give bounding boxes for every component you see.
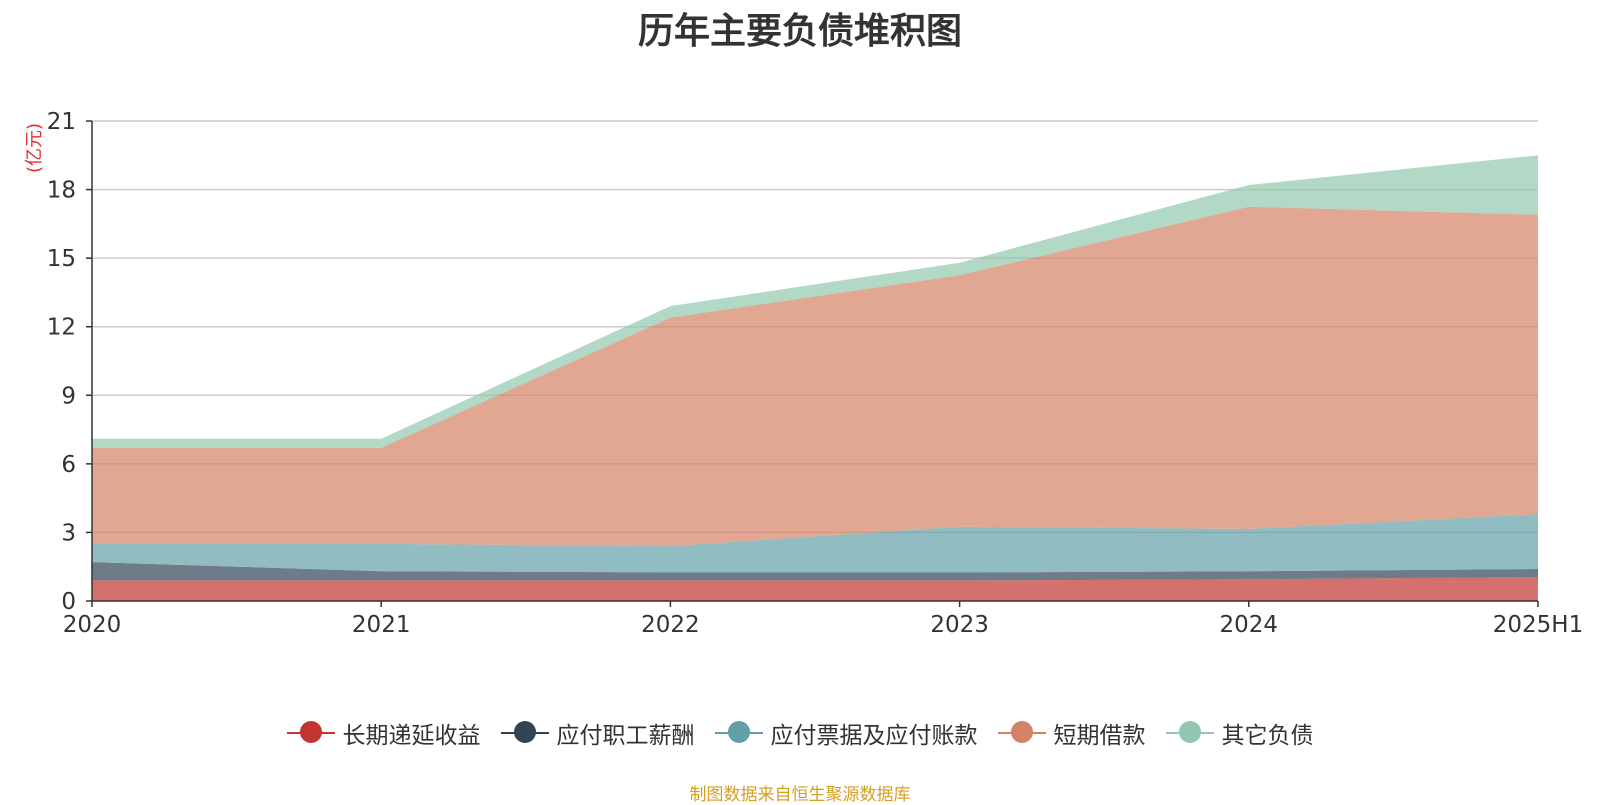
legend-marker-icon: [997, 720, 1046, 746]
axes: [86, 120, 1539, 607]
x-tick-label: 2020: [63, 612, 122, 638]
legend-marker-icon: [500, 720, 549, 746]
legend: 长期递延收益 应付职工薪酬 应付票据及应付账款 短期借款 其它负债: [0, 716, 1600, 750]
x-tick-label: 2023: [930, 612, 989, 638]
x-tick-label: 2021: [352, 612, 411, 638]
legend-item[interactable]: 应付职工薪酬: [500, 716, 695, 750]
legend-label: 应付票据及应付账款: [770, 723, 978, 749]
x-tick-label: 2024: [1220, 612, 1279, 638]
y-tick-label: 21: [47, 109, 76, 135]
legend-marker-icon: [286, 720, 335, 746]
area-series: [92, 155, 1538, 601]
area-2: [92, 562, 1538, 581]
y-tick-label: 18: [47, 178, 76, 204]
y-tick-label: 3: [61, 520, 76, 546]
area-5: [92, 155, 1538, 448]
y-tick-label: 6: [61, 452, 76, 478]
area-3: [92, 514, 1538, 573]
legend-marker-icon: [714, 720, 763, 746]
legend-label: 其它负债: [1221, 723, 1314, 749]
x-tick-label: 2022: [641, 612, 700, 638]
area-1: [92, 577, 1538, 601]
legend-item[interactable]: 应付票据及应付账款: [714, 716, 978, 750]
x-tick-label: 2025H1: [1493, 612, 1583, 638]
y-tick-label: 12: [47, 315, 76, 341]
y-tick-label: 9: [61, 383, 76, 409]
y-tick-label: 0: [61, 589, 76, 615]
legend-item[interactable]: 短期借款: [997, 716, 1146, 750]
legend-label: 短期借款: [1053, 723, 1146, 749]
legend-item[interactable]: 长期递延收益: [286, 716, 481, 750]
area-4: [92, 206, 1538, 547]
legend-label: 长期递延收益: [342, 723, 481, 749]
legend-label: 应付职工薪酬: [556, 723, 695, 749]
tick-labels: 0 3 6 9 12 15 18 21 2020 2021 2022 2023 2024 2025H1: [47, 109, 1584, 638]
chart-title: 历年主要负债堆积图: [637, 11, 962, 52]
source-note: 制图数据来自恒生聚源数据库: [689, 785, 911, 805]
legend-item[interactable]: 其它负债: [1165, 716, 1314, 750]
y-tick-label: 15: [47, 246, 76, 272]
legend-marker-icon: [1165, 720, 1214, 746]
